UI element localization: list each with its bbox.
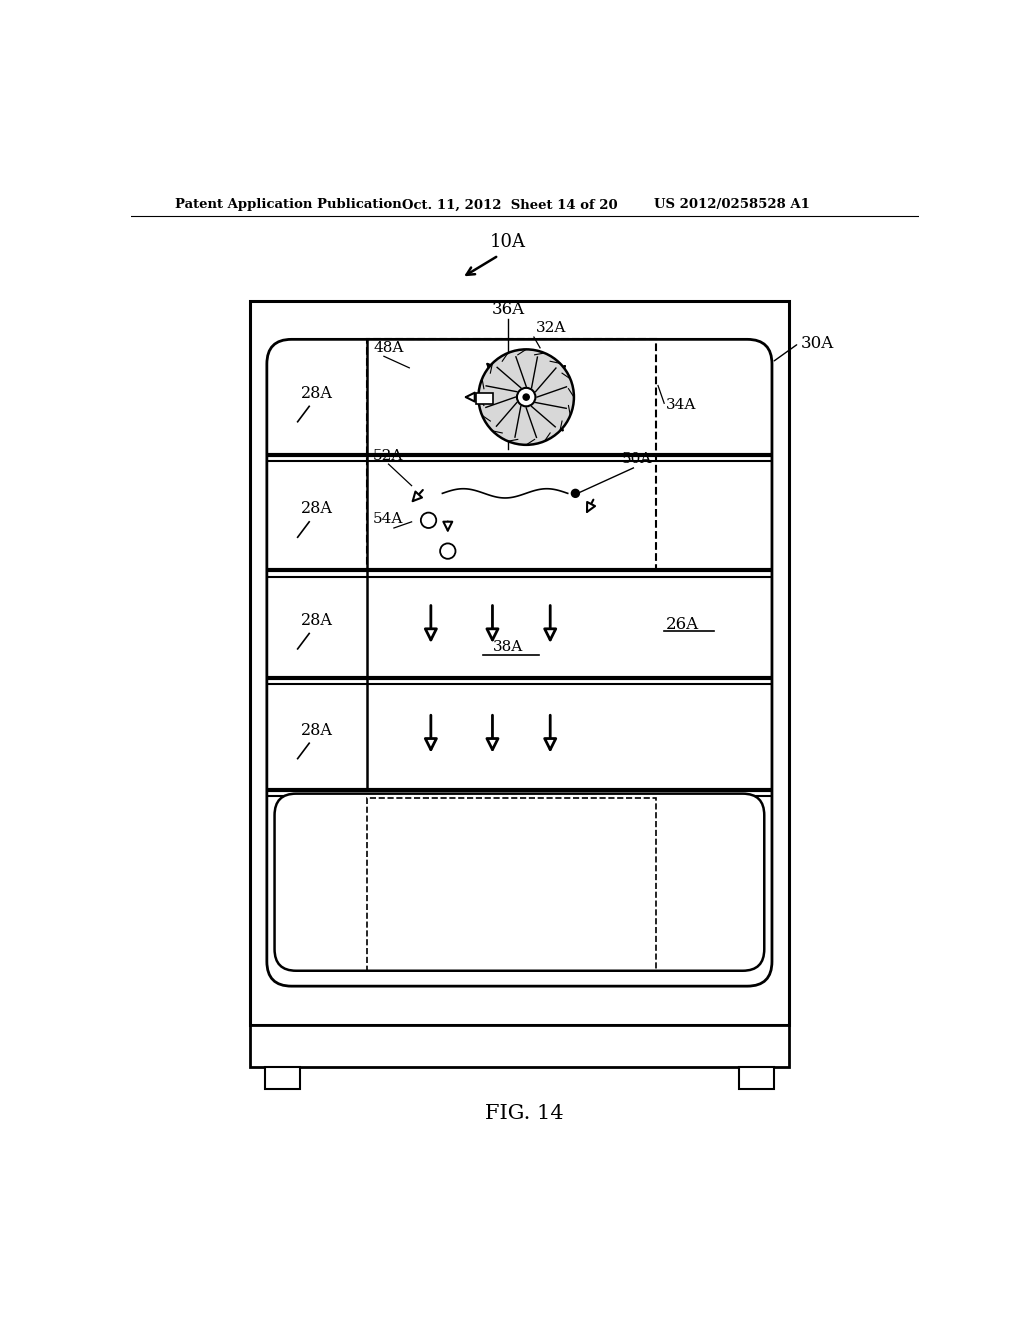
Text: 32A: 32A: [536, 322, 566, 335]
Bar: [250, 1024, 788, 1067]
FancyBboxPatch shape: [274, 793, 764, 970]
Text: 36A: 36A: [492, 301, 524, 318]
Bar: [367, 797, 656, 970]
Circle shape: [571, 490, 580, 498]
Text: 48A: 48A: [373, 341, 403, 355]
Text: 28A: 28A: [301, 500, 333, 517]
Bar: [367, 339, 656, 570]
FancyBboxPatch shape: [267, 339, 772, 986]
Text: FIG. 14: FIG. 14: [485, 1104, 564, 1123]
Text: 28A: 28A: [301, 612, 333, 628]
Bar: [250, 301, 788, 1024]
Text: 28A: 28A: [301, 722, 333, 739]
Text: US 2012/0258528 A1: US 2012/0258528 A1: [654, 198, 810, 211]
Circle shape: [421, 512, 436, 528]
Text: 10A: 10A: [489, 232, 526, 251]
Bar: [476, 393, 494, 404]
Text: 54A: 54A: [373, 512, 403, 527]
Circle shape: [440, 544, 456, 558]
Text: 34A: 34A: [666, 397, 696, 412]
Bar: [265, 1067, 300, 1089]
Text: Patent Application Publication: Patent Application Publication: [175, 198, 402, 211]
Text: 38A: 38A: [493, 639, 523, 653]
Bar: [739, 1067, 773, 1089]
Circle shape: [517, 388, 536, 407]
Text: 28A: 28A: [301, 384, 333, 401]
Circle shape: [478, 350, 573, 445]
Circle shape: [523, 395, 529, 400]
Text: Oct. 11, 2012  Sheet 14 of 20: Oct. 11, 2012 Sheet 14 of 20: [401, 198, 617, 211]
Text: 30A: 30A: [801, 335, 834, 351]
Text: 26A: 26A: [666, 615, 698, 632]
Text: 50A: 50A: [623, 453, 652, 466]
Text: 52A: 52A: [373, 449, 403, 462]
